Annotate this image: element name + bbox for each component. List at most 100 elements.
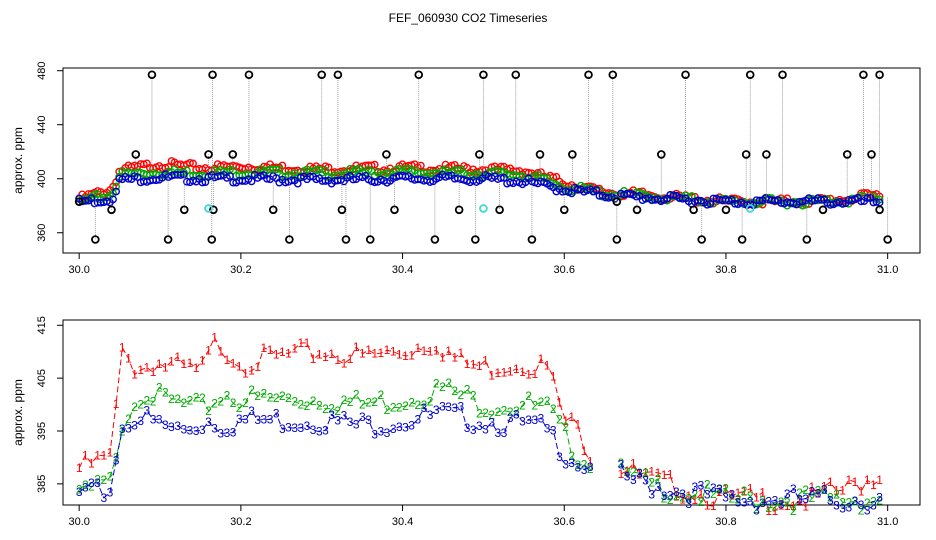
data-point: [867, 150, 876, 159]
series-marker: 1: [728, 489, 735, 503]
x-tick-label: 30.4: [392, 516, 413, 528]
x-tick-label: 30.2: [230, 516, 251, 528]
series-marker: 2: [809, 491, 816, 505]
series-marker: 3: [328, 408, 335, 422]
series-marker: 3: [784, 487, 791, 501]
series-marker: 1: [802, 500, 809, 514]
series-marker: 1: [76, 461, 83, 475]
data-point: [842, 150, 852, 159]
series-marker: 1: [735, 486, 742, 500]
series-marker: 1: [809, 480, 816, 494]
data-point: [382, 150, 391, 159]
series-marker: 2: [211, 396, 218, 410]
data-point: [527, 235, 537, 244]
series-marker: 2: [876, 494, 883, 508]
series-marker: 1: [347, 352, 354, 366]
series-marker: 3: [575, 460, 582, 474]
series-marker: 2: [187, 393, 194, 407]
series-marker: 3: [538, 411, 545, 425]
series-marker: 2: [433, 377, 440, 391]
series-marker: 1: [747, 482, 754, 496]
series-marker: 2: [765, 501, 772, 515]
series-marker: 3: [531, 413, 538, 427]
series-marker: 2: [575, 458, 582, 472]
data-point: [745, 204, 755, 213]
series-marker: 3: [759, 496, 766, 510]
y-tick-label: 385: [36, 475, 48, 493]
series-marker: 3: [876, 491, 883, 505]
data-point: [430, 235, 440, 244]
series-marker: 2: [254, 389, 261, 403]
data-point: [681, 70, 690, 80]
series-marker: 1: [433, 343, 440, 357]
series-marker: 2: [679, 491, 686, 505]
series-marker: 2: [378, 388, 385, 402]
series-marker: 3: [341, 408, 348, 422]
series-marker: 3: [544, 421, 551, 435]
series-marker: 3: [230, 426, 237, 440]
series-marker: 3: [845, 500, 852, 514]
series-marker: 1: [365, 343, 372, 357]
series-marker: 1: [316, 348, 323, 362]
series-marker: 2: [784, 495, 791, 509]
series-marker: 2: [556, 413, 563, 427]
series-marker: 3: [334, 414, 341, 428]
series-marker: 2: [285, 391, 292, 405]
series-marker: 1: [187, 356, 194, 370]
series-marker: 3: [642, 473, 649, 487]
series-marker: 3: [297, 421, 304, 435]
y-axis-label: approx. ppm: [11, 379, 25, 446]
data-point: [370, 178, 379, 187]
series-marker: 3: [414, 412, 421, 426]
series-marker: 3: [735, 495, 742, 509]
figure-title: FEF_060930 CO2 Timeseries: [389, 11, 548, 25]
series-marker: 1: [796, 494, 803, 508]
series-marker: 2: [242, 396, 249, 410]
data-point: [107, 205, 116, 215]
series-marker: 2: [414, 398, 421, 412]
series-marker: 1: [174, 350, 181, 364]
series-marker: 1: [236, 360, 243, 374]
series-marker: 1: [759, 485, 766, 499]
series-marker: 3: [778, 497, 785, 511]
data-point: [500, 173, 508, 182]
series-marker: 3: [365, 413, 372, 427]
series-marker: 2: [519, 398, 526, 412]
series-marker: 2: [230, 396, 237, 410]
series-marker: 1: [445, 344, 452, 358]
series-marker: 3: [765, 495, 772, 509]
data-point: [807, 197, 816, 205]
series-marker: 1: [359, 347, 366, 361]
data-point: [778, 70, 787, 80]
series-marker: 3: [667, 488, 674, 502]
series-marker: 2: [205, 404, 212, 418]
data-point: [479, 70, 488, 80]
series-line: [78, 406, 880, 512]
series-marker: 2: [396, 401, 403, 415]
series-marker: 2: [193, 390, 200, 404]
x-tick-label: 30.0: [68, 516, 89, 528]
series-marker: 1: [279, 345, 286, 359]
data-point: [838, 200, 847, 208]
series-marker: 2: [353, 387, 360, 401]
data-point: [317, 70, 327, 80]
data-point: [632, 205, 642, 215]
series-marker: 1: [322, 350, 329, 364]
series-marker: 1: [310, 352, 317, 366]
series-marker: 1: [94, 448, 101, 462]
series-marker: 3: [150, 412, 157, 426]
series-marker: 2: [371, 395, 378, 409]
series-marker: 2: [199, 391, 206, 405]
series-marker: 3: [445, 400, 452, 414]
series-3: [75, 170, 884, 210]
series-marker: 3: [402, 421, 409, 435]
series-marker: 2: [772, 499, 779, 513]
series-marker: 3: [501, 426, 508, 440]
series-marker: 2: [827, 490, 834, 504]
series-marker: 3: [698, 478, 705, 492]
series-marker: 3: [833, 498, 840, 512]
series-marker: 3: [673, 485, 680, 499]
series-marker: 1: [550, 369, 557, 383]
data-point: [669, 191, 678, 200]
series-marker: 3: [156, 412, 163, 426]
